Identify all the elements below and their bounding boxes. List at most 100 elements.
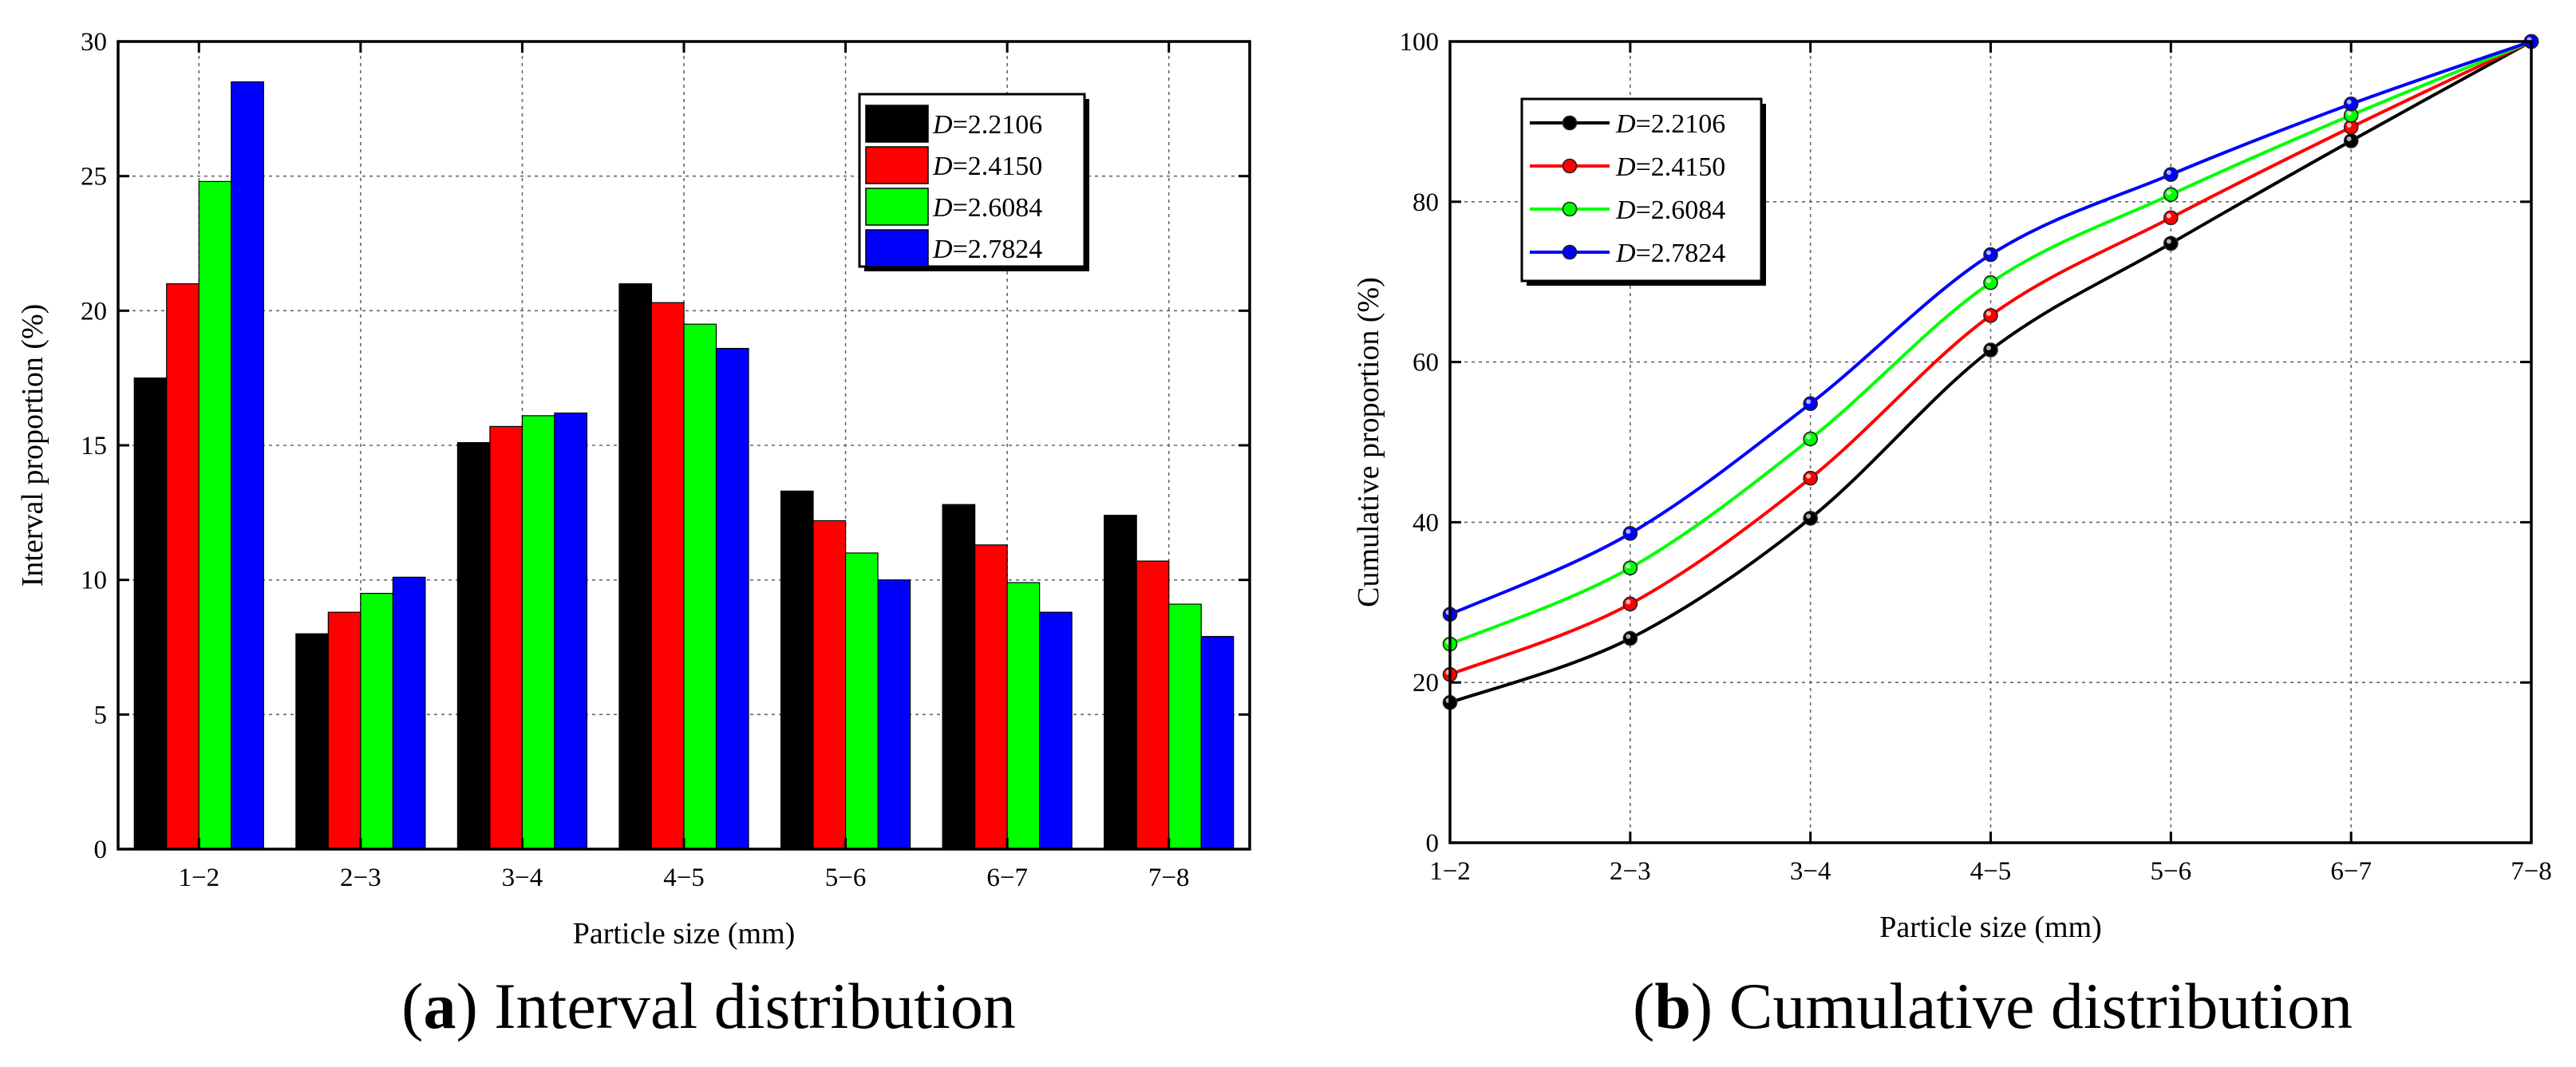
y-tick-label: 40 bbox=[1412, 508, 1439, 537]
x-tick-label: 1−2 bbox=[1429, 857, 1471, 886]
bar-series-2-3 bbox=[489, 425, 523, 850]
point-series-1-5 bbox=[2163, 235, 2179, 251]
legend-label-1: D=2.2106 bbox=[932, 110, 1042, 140]
legend-label-variable: D bbox=[1615, 152, 1636, 182]
y-tick-label: 20 bbox=[1412, 669, 1439, 698]
bar-series-3-1 bbox=[198, 180, 232, 850]
bar-series-1-1 bbox=[133, 377, 168, 850]
x-tick-label: 2−3 bbox=[340, 863, 381, 892]
bar-series-4-3 bbox=[554, 412, 588, 850]
legend-swatch-3 bbox=[865, 188, 929, 226]
point-series-4-2 bbox=[1622, 526, 1638, 541]
x-tick-label: 7−8 bbox=[1148, 863, 1190, 892]
point-series-2-3 bbox=[1803, 470, 1818, 486]
bar-series-2-4 bbox=[650, 302, 685, 850]
bar-series-3-2 bbox=[360, 592, 393, 850]
point-highlight bbox=[2166, 170, 2171, 176]
point-series-4-3 bbox=[1803, 396, 1818, 412]
legend-marker-2 bbox=[1562, 158, 1578, 174]
y-tick-label: 20 bbox=[81, 297, 107, 326]
y-tick-label: 80 bbox=[1412, 188, 1439, 217]
y-tick-label: 10 bbox=[81, 567, 107, 595]
legend-label-value: =2.7824 bbox=[1636, 239, 1726, 268]
point-series-1-2 bbox=[1622, 630, 1638, 646]
point-series-1-3 bbox=[1803, 511, 1818, 526]
legend-label-variable: D bbox=[932, 152, 953, 181]
y-tick-label: 15 bbox=[81, 432, 107, 460]
legend-label-variable: D bbox=[932, 235, 953, 264]
point-series-3-2 bbox=[1622, 560, 1638, 575]
legend-label-2: D=2.4150 bbox=[1615, 152, 1725, 182]
bar-series-4-5 bbox=[877, 579, 911, 850]
y-tick-label: 100 bbox=[1400, 28, 1440, 57]
x-tick-label: 3−4 bbox=[502, 863, 543, 892]
point-series-3-5 bbox=[2163, 187, 2179, 203]
bar-series-1-5 bbox=[780, 490, 814, 850]
bar-series-1-6 bbox=[942, 504, 976, 850]
legend-marker-4 bbox=[1562, 244, 1578, 260]
y-tick-label: 0 bbox=[94, 836, 108, 864]
bar-series-3-5 bbox=[844, 552, 879, 850]
bar-series-4-1 bbox=[231, 81, 264, 850]
legend-label-variable: D bbox=[1615, 196, 1636, 225]
point-highlight bbox=[1806, 473, 1811, 479]
legend-label-value: =2.6084 bbox=[1636, 196, 1726, 225]
legend-label-value: =2.2106 bbox=[1636, 109, 1726, 139]
legend-swatch-2 bbox=[865, 146, 929, 184]
legend-label-4: D=2.7824 bbox=[932, 235, 1042, 264]
x-tick-label: 4−5 bbox=[1970, 857, 2012, 886]
legend-label-variable: D bbox=[1615, 239, 1636, 268]
y-tick-label: 0 bbox=[1426, 829, 1440, 858]
y-tick-label: 60 bbox=[1412, 349, 1439, 377]
point-highlight bbox=[1986, 310, 1991, 316]
bar-series-3-6 bbox=[1006, 582, 1041, 850]
x-tick-label: 5−6 bbox=[825, 863, 867, 892]
point-series-3-4 bbox=[1983, 275, 1998, 290]
point-series-2-2 bbox=[1622, 596, 1638, 612]
point-highlight bbox=[2166, 190, 2171, 196]
y-axis-title: Interval proportion (%) bbox=[16, 304, 49, 587]
bar-series-2-2 bbox=[327, 611, 362, 850]
x-tick-label: 2−3 bbox=[1610, 857, 1651, 886]
x-axis-title: Particle size (mm) bbox=[1879, 911, 2102, 944]
legend-marker-1 bbox=[1562, 115, 1578, 131]
bar-series-4-2 bbox=[392, 576, 426, 850]
legend-label-value: =2.7824 bbox=[953, 235, 1043, 264]
x-axis-title: Particle size (mm) bbox=[573, 917, 796, 950]
caption-paren-close: ) bbox=[1691, 970, 1729, 1042]
caption-text: Interval distribution bbox=[494, 970, 1016, 1042]
point-highlight bbox=[1806, 513, 1811, 519]
x-tick-label: 3−4 bbox=[1790, 857, 1831, 886]
legend-label-1: D=2.2106 bbox=[1615, 109, 1725, 139]
point-highlight bbox=[2346, 110, 2352, 116]
point-highlight bbox=[1986, 346, 1991, 351]
chart-b-cumulative-distribution: 0 20 40 60 80 100 1−2 2−3 3−4 4−5 5−6 6−7 7−8 Particl… bbox=[1352, 28, 2552, 1042]
point-highlight bbox=[2346, 99, 2352, 105]
y-tick-label: 30 bbox=[81, 28, 107, 57]
point-series-4-5 bbox=[2163, 167, 2179, 182]
bar-series-2-1 bbox=[166, 283, 200, 850]
point-highlight bbox=[1626, 563, 1631, 569]
y-axis-title: Cumulative proportion (%) bbox=[1352, 277, 1385, 607]
caption-a: (a) Interval distribution bbox=[401, 970, 1016, 1042]
y-tick-label: 25 bbox=[81, 163, 107, 192]
caption-paren-open: ( bbox=[1633, 970, 1654, 1042]
point-highlight bbox=[1806, 434, 1811, 440]
bar-series-2-5 bbox=[812, 520, 847, 850]
point-highlight bbox=[2346, 122, 2352, 128]
point-highlight bbox=[1626, 634, 1631, 639]
legend-label-2: D=2.4150 bbox=[932, 152, 1042, 181]
bar-series-1-3 bbox=[456, 442, 491, 850]
legend-swatch-1 bbox=[865, 105, 929, 143]
point-highlight bbox=[1626, 528, 1631, 534]
point-series-1-6 bbox=[2343, 133, 2359, 148]
point-highlight bbox=[1986, 278, 1991, 283]
legend-label-3: D=2.6084 bbox=[1615, 196, 1725, 225]
point-series-4-4 bbox=[1983, 247, 1998, 263]
caption-label: a bbox=[423, 970, 456, 1042]
bar-series-4-6 bbox=[1039, 611, 1073, 850]
point-highlight bbox=[2166, 239, 2171, 244]
point-series-3-3 bbox=[1803, 431, 1818, 447]
